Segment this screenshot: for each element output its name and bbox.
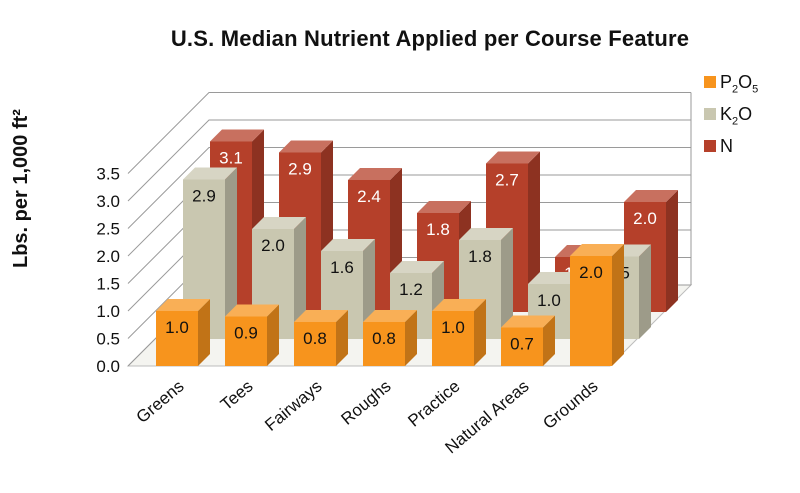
- data-label-p2o5: 1.0: [165, 318, 189, 337]
- x-tick-label: Grounds: [539, 377, 601, 433]
- legend-swatch-n: [704, 140, 716, 152]
- data-label-p2o5: 1.0: [441, 318, 465, 337]
- bar-side: [405, 310, 417, 366]
- x-tick-label: Fairways: [261, 377, 325, 435]
- data-label-k2o: 1.2: [399, 280, 423, 299]
- data-label-k2o: 1.0: [537, 291, 561, 310]
- data-label-p2o5: 0.8: [303, 329, 327, 348]
- bar-top: [528, 272, 582, 284]
- bar-top: [570, 244, 624, 256]
- bar-top: [294, 310, 348, 322]
- data-label-p2o5: 0.9: [234, 324, 258, 343]
- bar-top: [348, 168, 402, 180]
- data-label-k2o: 2.9: [192, 187, 216, 206]
- bar-side: [543, 315, 555, 366]
- bar-top: [624, 190, 678, 202]
- bar-side: [267, 304, 279, 366]
- y-tick-label: 2.5: [96, 220, 120, 239]
- bar-p2o5-fairways: [294, 322, 336, 366]
- data-label-p2o5: 0.7: [510, 335, 534, 354]
- x-tick-label: Roughs: [337, 377, 394, 429]
- bar-top: [363, 310, 417, 322]
- bar-side: [666, 190, 678, 312]
- legend-swatch-p2o5: [704, 76, 716, 88]
- bar-top: [279, 140, 333, 153]
- bar-side: [639, 244, 651, 339]
- bar-top: [210, 129, 264, 142]
- bar-top: [486, 151, 540, 164]
- bar-top: [156, 299, 210, 311]
- bar-side: [225, 167, 237, 339]
- bar-p2o5-tees: [225, 316, 267, 366]
- bar-side: [612, 244, 624, 366]
- bar-p2o5-roughs: [363, 322, 405, 366]
- bar-p2o5-greens: [156, 311, 198, 366]
- bar-top: [390, 261, 444, 273]
- legend-label-k2o: K2O: [720, 104, 753, 128]
- chart-title: U.S. Median Nutrient Applied per Course …: [170, 26, 690, 51]
- y-tick-label: 1.5: [96, 275, 120, 294]
- bar-top: [417, 201, 471, 213]
- x-tick-label: Tees: [217, 377, 257, 415]
- y-tick-label: 0.0: [96, 357, 120, 376]
- legend-swatch-k2o: [704, 108, 716, 120]
- x-tick-label: Practice: [404, 377, 463, 431]
- data-label-k2o: 2.0: [261, 236, 285, 255]
- gridline: [127, 119, 691, 202]
- legend-label-n: N: [720, 136, 733, 156]
- y-tick-label: 2.0: [96, 247, 120, 266]
- data-label-n: 3.1: [219, 149, 243, 168]
- bar-p2o5-practice: [432, 311, 474, 366]
- bar-top: [459, 228, 513, 240]
- bar-top: [432, 299, 486, 311]
- data-label-n: 1.8: [426, 220, 450, 239]
- y-tick-label: 1.0: [96, 302, 120, 321]
- y-tick-label: 3.5: [96, 165, 120, 184]
- bar-top: [321, 239, 375, 251]
- data-label-n: 2.9: [288, 160, 312, 179]
- x-tick-label: Greens: [133, 377, 188, 427]
- bar-side: [198, 299, 210, 366]
- bar-top: [252, 217, 306, 229]
- y-tick-label: 3.0: [96, 192, 120, 211]
- bar-top: [501, 315, 555, 328]
- bar-top: [225, 304, 279, 317]
- bar-side: [474, 299, 486, 366]
- bar-p2o5-natural-areas: [501, 327, 543, 366]
- bar-top: [183, 167, 237, 180]
- data-label-k2o: 1.6: [330, 258, 354, 277]
- data-label-n: 2.0: [633, 209, 657, 228]
- bar-side: [294, 217, 306, 339]
- legend-label-p2o5: P2O5: [720, 72, 759, 96]
- y-tick-label: 0.5: [96, 330, 120, 349]
- gridline: [127, 92, 691, 174]
- bar-side: [528, 151, 540, 312]
- bar-p2o5-grounds: [570, 256, 612, 366]
- data-label-p2o5: 0.8: [372, 329, 396, 348]
- bar-side: [336, 310, 348, 366]
- bar-side: [501, 228, 513, 339]
- data-label-n: 2.4: [357, 187, 381, 206]
- gridline: [127, 147, 691, 229]
- data-label-p2o5: 2.0: [579, 263, 603, 282]
- data-label-n: 2.7: [495, 171, 519, 190]
- data-label-k2o: 1.8: [468, 247, 492, 266]
